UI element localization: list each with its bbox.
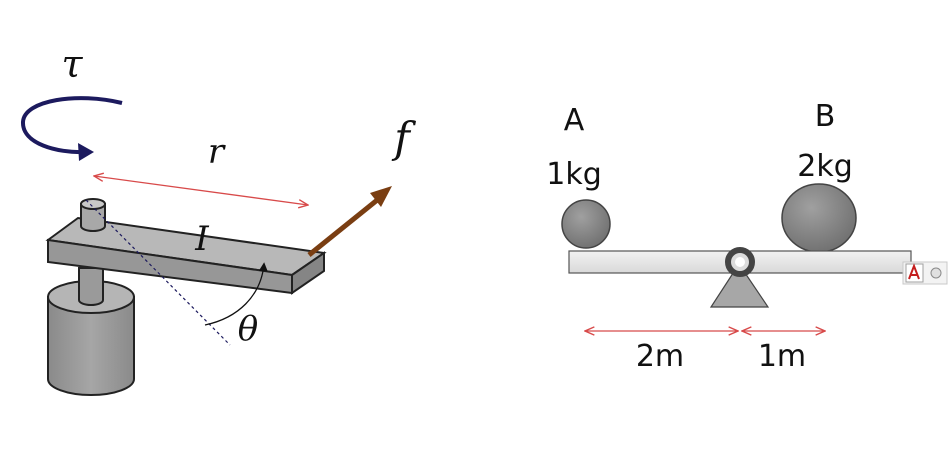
ball-b xyxy=(781,183,857,253)
tau-label: τ xyxy=(61,42,83,86)
force-arrow xyxy=(307,186,392,257)
shaft xyxy=(78,267,104,306)
dist-right-label: 1m xyxy=(758,339,806,374)
acrobat-icon[interactable] xyxy=(905,263,924,283)
f-label: f xyxy=(391,113,416,162)
seesaw-diagram: A 1kg B 2kg 2m 1m xyxy=(546,99,912,374)
inertia-label: I xyxy=(194,219,209,259)
mass-b-name: B xyxy=(815,99,836,134)
mass-a-value: 1kg xyxy=(546,157,602,192)
top-peg xyxy=(80,198,106,232)
mass-a-name: A xyxy=(564,103,585,138)
mass-b-value: 2kg xyxy=(797,149,853,184)
torque-diagram: τ r θ I xyxy=(20,42,416,396)
reference-dashed-line xyxy=(85,199,231,346)
theta-arc xyxy=(204,262,268,326)
theta-label: θ xyxy=(238,309,258,349)
ball-a xyxy=(561,199,611,249)
pivot-hole xyxy=(735,257,745,267)
r-label: r xyxy=(208,132,226,172)
r-dimension-arrow xyxy=(94,176,308,205)
overlay-icons[interactable] xyxy=(902,261,948,285)
rotating-bar xyxy=(45,216,327,295)
fulcrum-triangle xyxy=(709,262,770,308)
dist-left-label: 2m xyxy=(636,339,684,374)
torque-curl-arrow xyxy=(20,96,123,161)
circle-button-icon[interactable] xyxy=(930,267,942,279)
